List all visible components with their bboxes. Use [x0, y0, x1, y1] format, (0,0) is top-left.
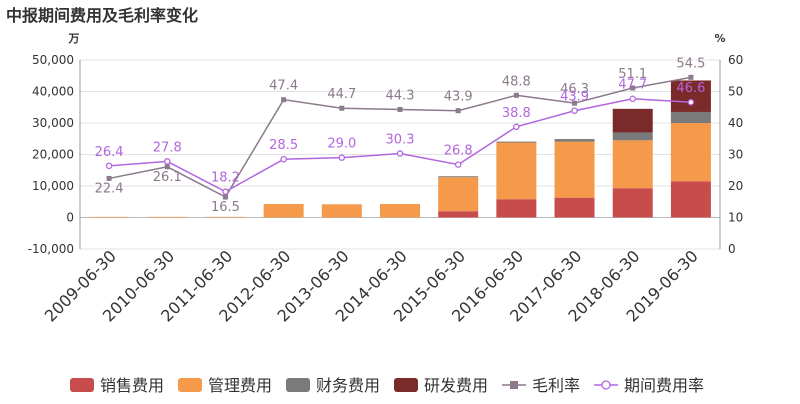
legend-label: 财务费用 [316, 376, 380, 395]
y2-tick-label: 0 [728, 242, 736, 256]
line-point [513, 123, 520, 131]
bar-segment [612, 140, 653, 189]
legend-swatch [286, 378, 310, 392]
data-label: 47.4 [269, 79, 298, 94]
line-point [106, 175, 112, 181]
legend-marker [510, 381, 518, 389]
legend-swatch [70, 378, 94, 392]
data-label: 46.3 [560, 82, 589, 97]
line-point [513, 92, 519, 98]
data-label: 16.5 [211, 200, 240, 215]
bar-segment [670, 123, 711, 182]
data-label: 26.8 [444, 144, 473, 159]
legend-label: 期间费用率 [624, 376, 704, 395]
y2-unit-label: % [714, 32, 725, 45]
data-label: 26.4 [95, 145, 124, 160]
legend-label: 销售费用 [100, 376, 164, 395]
line-point [222, 194, 228, 200]
line-point [164, 164, 170, 170]
legend-marker [601, 380, 611, 390]
line-point [688, 74, 694, 80]
data-label: 26.1 [153, 170, 182, 185]
data-label: 44.3 [386, 88, 415, 103]
bar-segment [438, 211, 479, 218]
data-label: 28.5 [269, 138, 298, 153]
y-tick-label: 30,000 [32, 116, 74, 130]
y-tick-label: -10,000 [28, 242, 74, 256]
bar-segment [670, 181, 711, 218]
bar-segment [670, 111, 711, 123]
line-point [397, 106, 403, 112]
data-label: 43.9 [560, 90, 589, 105]
bar-segment [612, 108, 653, 133]
data-label: 51.1 [618, 67, 647, 82]
bar-segment [263, 203, 304, 218]
legend-label: 管理费用 [208, 376, 272, 395]
bar-segment [612, 132, 653, 141]
y-tick-label: 20,000 [32, 148, 74, 162]
data-label: 44.7 [327, 87, 356, 102]
data-label: 47.7 [618, 78, 647, 93]
y2-tick-label: 40 [728, 116, 743, 130]
bar-segment [380, 203, 420, 218]
y-unit-label: 万 [68, 32, 80, 45]
line-point [687, 98, 695, 106]
bar-segment [612, 188, 653, 218]
legend-label: 毛利率 [532, 376, 580, 395]
line-point [455, 108, 461, 114]
line-point [454, 161, 462, 168]
line-point [281, 97, 287, 103]
chart-title: 中报期间费用及毛利率变化 [6, 6, 199, 25]
data-label: 54.5 [676, 56, 705, 71]
bar-segment [554, 139, 595, 142]
legend-label: 研发费用 [424, 376, 488, 395]
y-tick-label: 40,000 [32, 85, 74, 99]
line-point [280, 155, 287, 163]
bar-segment [496, 141, 537, 143]
bar-segment [670, 80, 711, 112]
bar-segment [438, 176, 479, 178]
bar-segment [89, 216, 130, 218]
line-point [164, 158, 171, 165]
y-tick-label: 0 [66, 211, 74, 225]
line-point [338, 154, 346, 161]
data-label: 46.6 [676, 81, 705, 96]
bar-segment [321, 204, 362, 218]
y2-tick-label: 50 [728, 85, 743, 99]
bar-segment [147, 216, 188, 218]
bar-segment [554, 141, 595, 198]
data-label: 18.2 [211, 171, 240, 186]
bar-segment [496, 142, 537, 200]
line-point [630, 85, 636, 91]
line-point [105, 162, 113, 170]
y2-tick-label: 30 [728, 148, 743, 162]
data-label: 22.4 [95, 181, 124, 196]
line-point [629, 95, 636, 102]
line-point [339, 105, 345, 111]
line-point [571, 107, 578, 114]
line-point [396, 150, 404, 157]
bar-segment [205, 216, 246, 218]
bar-segment [554, 197, 595, 218]
y2-tick-label: 20 [728, 179, 743, 193]
line-point [222, 188, 229, 195]
y-tick-label: 10,000 [32, 179, 74, 193]
y2-tick-label: 60 [728, 53, 743, 67]
legend-swatch [394, 378, 418, 392]
data-label: 29.0 [327, 137, 356, 152]
y2-tick-label: 10 [728, 211, 743, 225]
y-tick-label: 50,000 [32, 53, 74, 67]
line-point [572, 100, 578, 106]
bar-segment [438, 177, 479, 212]
bar-segment [496, 199, 537, 218]
data-label: 27.8 [153, 140, 182, 155]
legend-swatch [178, 378, 202, 392]
data-label: 30.3 [386, 133, 415, 148]
data-label: 38.8 [502, 106, 531, 121]
data-label: 48.8 [502, 74, 531, 89]
data-label: 43.9 [444, 90, 473, 105]
